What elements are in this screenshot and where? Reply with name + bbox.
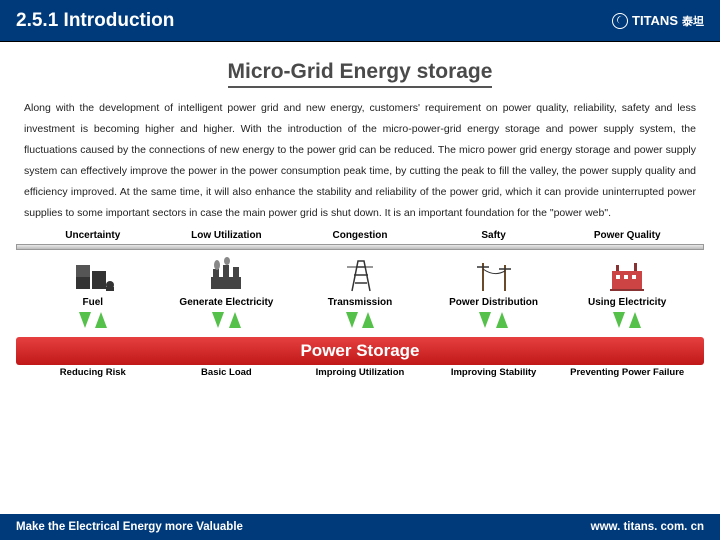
stage-using: Using Electricity: [560, 297, 694, 308]
power-storage-diagram: Uncertainty Low Utilization Congestion S…: [16, 230, 704, 378]
arrow-pair-2: [160, 312, 294, 333]
label-power-quality: Power Quality: [560, 230, 694, 241]
stage-labels-row: Fuel Generate Electricity Transmission P…: [16, 297, 704, 308]
arrow-up-icon: [362, 312, 374, 328]
brand-text: TITANS: [632, 13, 678, 28]
benefit-stability: Improving Stability: [427, 367, 561, 378]
arrow-down-icon: [346, 312, 358, 328]
arrows-row: [16, 312, 704, 333]
transmission-icon: [293, 257, 427, 293]
page-title: 2.5.1 Introduction: [16, 10, 174, 32]
arrow-down-icon: [613, 312, 625, 328]
arrow-up-icon: [95, 312, 107, 328]
top-issue-row: Uncertainty Low Utilization Congestion S…: [16, 230, 704, 241]
stage-transmission: Transmission: [293, 297, 427, 308]
benefit-util: Improing Utilization: [293, 367, 427, 378]
fuel-icon: [26, 257, 160, 293]
footer-bar: Make the Electrical Energy more Valuable…: [0, 514, 720, 540]
brand-logo: TITANS 泰坦: [612, 13, 704, 29]
header-bar: 2.5.1 Introduction TITANS 泰坦: [0, 0, 720, 42]
gray-bar-top: [16, 244, 704, 250]
stage-generate: Generate Electricity: [160, 297, 294, 308]
logo-icon: [612, 13, 628, 29]
footer-url: www. titans. com. cn: [591, 521, 704, 533]
building-icon: [560, 257, 694, 293]
label-low-util: Low Utilization: [160, 230, 294, 241]
section-subtitle: Micro-Grid Energy storage: [228, 60, 493, 88]
benefit-risk: Reducing Risk: [26, 367, 160, 378]
arrow-up-icon: [229, 312, 241, 328]
arrow-down-icon: [79, 312, 91, 328]
footer-slogan: Make the Electrical Energy more Valuable: [16, 521, 243, 533]
label-congestion: Congestion: [293, 230, 427, 241]
label-uncertainty: Uncertainty: [26, 230, 160, 241]
arrow-pair-5: [560, 312, 694, 333]
subtitle-wrap: Micro-Grid Energy storage: [0, 42, 720, 98]
arrow-pair-1: [26, 312, 160, 333]
arrow-down-icon: [479, 312, 491, 328]
power-storage-bar: Power Storage: [16, 337, 704, 365]
arrow-up-icon: [496, 312, 508, 328]
arrow-up-icon: [629, 312, 641, 328]
benefit-failure: Preventing Power Failure: [560, 367, 694, 378]
arrow-pair-3: [293, 312, 427, 333]
label-safety: Safty: [427, 230, 561, 241]
arrow-pair-4: [427, 312, 561, 333]
body-paragraph: Along with the development of intelligen…: [0, 98, 720, 224]
distribution-icon: [427, 257, 561, 293]
arrow-down-icon: [212, 312, 224, 328]
bottom-benefit-row: Reducing Risk Basic Load Improing Utiliz…: [16, 367, 704, 378]
brand-cn: 泰坦: [682, 13, 704, 29]
stage-fuel: Fuel: [26, 297, 160, 308]
generator-icon: [160, 257, 294, 293]
stage-distribution: Power Distribution: [427, 297, 561, 308]
benefit-basic-load: Basic Load: [160, 367, 294, 378]
stage-icons-row: [16, 253, 704, 297]
